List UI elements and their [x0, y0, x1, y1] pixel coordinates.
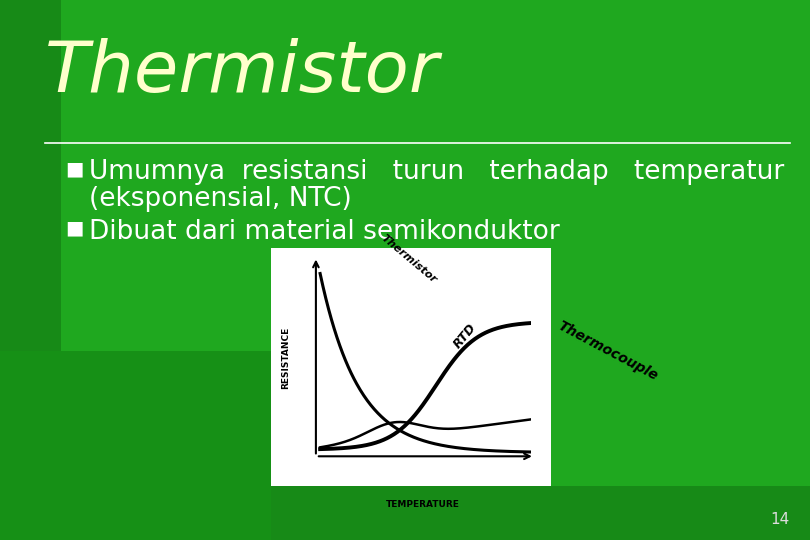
Text: (eksponensial, NTC): (eksponensial, NTC): [89, 186, 352, 212]
Text: ■: ■: [65, 219, 83, 238]
Text: Thermocouple: Thermocouple: [555, 319, 659, 383]
Bar: [0, 486, 810, 540]
Text: Thermistor: Thermistor: [379, 233, 438, 285]
Bar: [0, 351, 271, 540]
Text: Umumnya  resistansi   turun   terhadap   temperatur: Umumnya resistansi turun terhadap temper…: [89, 159, 784, 185]
Text: ■: ■: [65, 159, 83, 178]
Text: Thermistor: Thermistor: [45, 38, 439, 107]
Text: Dibuat dari material semikonduktor: Dibuat dari material semikonduktor: [89, 219, 560, 245]
Text: RESISTANCE: RESISTANCE: [281, 327, 290, 389]
Text: 14: 14: [770, 511, 790, 526]
Text: TEMPERATURE: TEMPERATURE: [386, 500, 460, 509]
Bar: [0, 0, 61, 540]
Text: RTD: RTD: [450, 321, 479, 352]
Bar: [271, 248, 551, 486]
